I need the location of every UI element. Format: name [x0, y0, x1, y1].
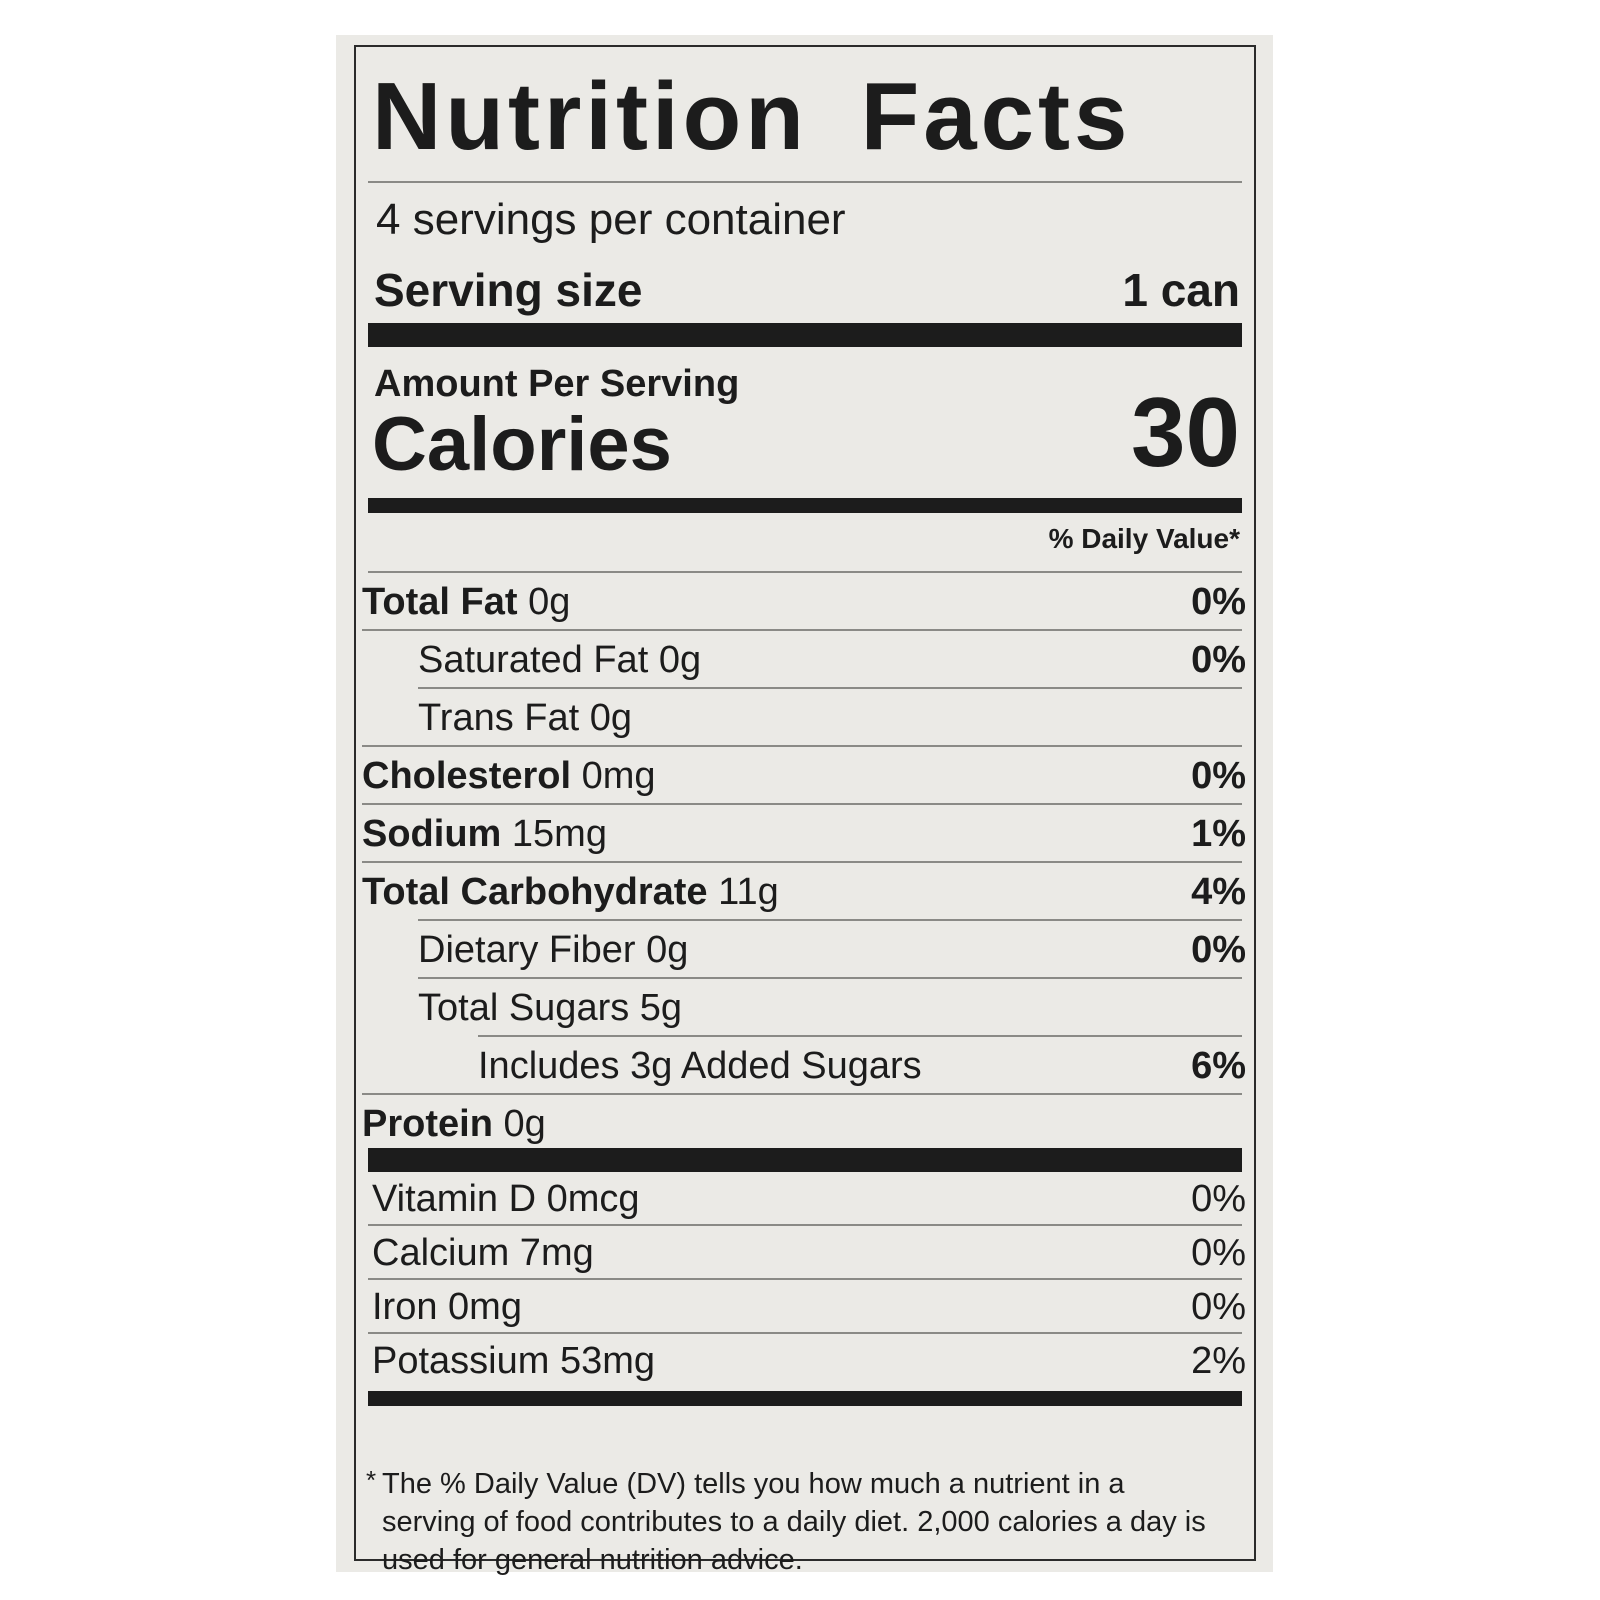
title-divider: [368, 181, 1242, 183]
nutrient-label: Cholesterol: [362, 755, 572, 797]
amount-per-serving: Amount Per Serving: [374, 363, 740, 405]
nutrient-row: Cholesterol 0mg 0%: [356, 747, 1254, 805]
vitamin-row: Potassium 53mg 2%: [356, 1334, 1254, 1388]
nutrient-amount: 5g: [639, 987, 683, 1029]
vitamin-name: Vitamin D 0mcg: [372, 1178, 640, 1220]
nutrient-amount: 0g: [589, 697, 633, 739]
nutrient-label: Sodium: [362, 813, 502, 855]
nutrient-daily-value: 0%: [1191, 639, 1246, 681]
nutrient-label: Total Sugars: [418, 987, 630, 1029]
vitamin-daily-value: 2%: [1191, 1340, 1246, 1382]
vitamin-daily-value: 0%: [1191, 1232, 1246, 1274]
nutrient-name: Cholesterol 0mg: [362, 757, 656, 795]
vitamin-name: Iron 0mg: [372, 1286, 522, 1328]
thick-divider-top: [368, 323, 1242, 347]
row-divider: [418, 919, 1242, 921]
calories-value: 30: [1130, 377, 1240, 487]
nutrient-daily-value: 0%: [1191, 755, 1246, 797]
nutrient-label: Trans Fat: [418, 697, 580, 739]
nutrient-name: Protein 0g: [362, 1105, 546, 1143]
label-title: Nutrition Facts: [372, 63, 1132, 170]
nutrient-row: Includes 3g Added Sugars 6%: [356, 1037, 1254, 1095]
row-divider: [368, 1332, 1242, 1334]
nutrient-daily-value: 0%: [1191, 929, 1246, 971]
row-divider: [418, 687, 1242, 689]
nutrient-row: Total Fat 0g 0%: [356, 573, 1254, 631]
nutrient-name: Includes 3g Added Sugars: [478, 1047, 922, 1085]
nutrient-name: Total Sugars 5g: [418, 989, 682, 1027]
nutrient-row: Dietary Fiber 0g 0%: [356, 921, 1254, 979]
row-divider: [362, 1093, 1242, 1095]
row-divider: [368, 1224, 1242, 1226]
medium-divider: [368, 498, 1242, 513]
serving-size-value: 1 can: [1122, 264, 1240, 316]
nutrient-row: Protein 0g: [356, 1095, 1254, 1153]
row-divider: [478, 1035, 1242, 1037]
nutrient-row: Total Carbohydrate 11g 4%: [356, 863, 1254, 921]
nutrient-name: Saturated Fat 0g: [418, 641, 701, 679]
footnote-asterisk: *: [366, 1465, 377, 1495]
nutrient-daily-value: 4%: [1191, 871, 1246, 913]
nutrient-daily-value: 6%: [1191, 1045, 1246, 1087]
vitamin-daily-value: 0%: [1191, 1286, 1246, 1328]
nutrient-label: Protein: [362, 1103, 493, 1145]
footnote-text: The % Daily Value (DV) tells you how muc…: [382, 1468, 1206, 1576]
nutrient-row: Trans Fat 0g: [356, 689, 1254, 747]
medium-divider-bottom: [368, 1391, 1242, 1406]
nutrient-row: Total Sugars 5g: [356, 979, 1254, 1037]
nutrient-amount: 0g: [658, 639, 702, 681]
vitamin-row: Iron 0mg 0%: [356, 1280, 1254, 1334]
vitamin-row: Calcium 7mg 0%: [356, 1226, 1254, 1280]
nutrient-row: Sodium 15mg 1%: [356, 805, 1254, 863]
nutrient-daily-value: 1%: [1191, 813, 1246, 855]
vitamin-row: Vitamin D 0mcg 0%: [356, 1172, 1254, 1226]
nutrient-amount: 15mg: [511, 813, 607, 855]
nutrient-name: Sodium 15mg: [362, 815, 607, 853]
nutrient-label: Total Carbohydrate: [362, 871, 708, 913]
row-divider: [368, 1278, 1242, 1280]
dv-header-divider: [368, 571, 1242, 573]
nutrient-label: Saturated Fat: [418, 639, 649, 681]
nutrient-daily-value: 0%: [1191, 581, 1246, 623]
row-divider: [362, 745, 1242, 747]
thick-divider-middle: [368, 1148, 1242, 1172]
vitamin-name: Calcium 7mg: [372, 1232, 594, 1274]
nutrient-amount: 0g: [528, 581, 571, 623]
calories-label: Calories: [372, 402, 672, 487]
vitamin-name: Potassium 53mg: [372, 1340, 656, 1382]
daily-value-header: % Daily Value*: [1048, 523, 1240, 554]
nutrient-name: Trans Fat 0g: [418, 699, 632, 737]
nutrient-amount: 0g: [503, 1103, 546, 1145]
row-divider: [362, 629, 1242, 631]
row-divider: [362, 861, 1242, 863]
row-divider: [418, 977, 1242, 979]
vitamin-daily-value: 0%: [1191, 1178, 1246, 1220]
nutrient-label: Includes 3g Added Sugars: [478, 1045, 922, 1087]
serving-size-label: Serving size: [374, 264, 643, 316]
nutrient-row: Saturated Fat 0g 0%: [356, 631, 1254, 689]
nutrient-name: Dietary Fiber 0g: [418, 931, 688, 969]
nutrition-facts-label: Nutrition Facts 4 servings per container…: [354, 45, 1256, 1576]
nutrient-name: Total Fat 0g: [362, 583, 570, 621]
nutrient-name: Total Carbohydrate 11g: [362, 873, 779, 911]
servings-per-container: 4 servings per container: [376, 195, 846, 244]
nutrient-amount: 0mg: [581, 755, 656, 797]
nutrient-amount: 11g: [718, 871, 779, 913]
nutrient-amount: 0g: [646, 929, 689, 971]
nutrient-label: Dietary Fiber: [418, 929, 636, 971]
nutrient-label: Total Fat: [362, 581, 518, 623]
daily-value-footnote: * The % Daily Value (DV) tells you how m…: [366, 1465, 1226, 1579]
row-divider: [362, 803, 1242, 805]
